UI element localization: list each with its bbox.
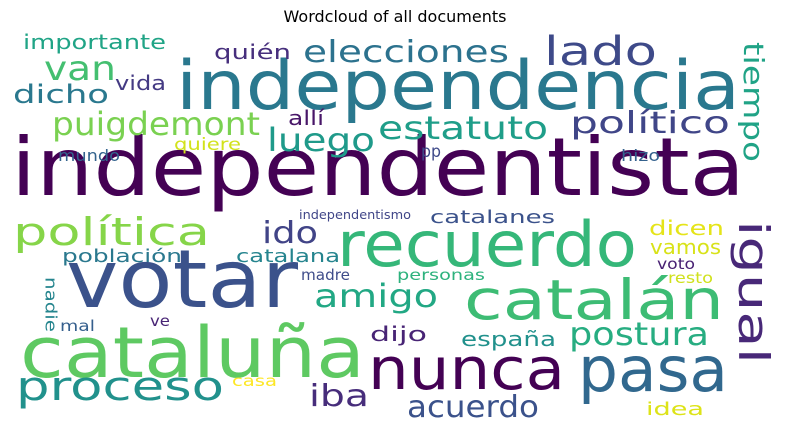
word-45: voto <box>657 255 695 273</box>
word-14: puigdemont <box>52 105 260 143</box>
word-38: mundo <box>58 146 120 165</box>
word-31: allí <box>288 106 326 130</box>
word-8: catalán <box>464 268 724 332</box>
word-4: cataluña <box>20 312 365 394</box>
word-23: iba <box>309 379 369 414</box>
word-6: pasa <box>578 333 728 406</box>
wordcloud-frame <box>9 33 780 421</box>
word-41: idea <box>646 399 704 420</box>
word-27: quién <box>214 40 291 64</box>
word-37: quiere <box>174 135 241 155</box>
word-12: van <box>44 49 116 89</box>
word-33: vamos <box>650 235 721 259</box>
word-50: independentismo <box>299 208 411 222</box>
word-39: pp <box>421 142 441 162</box>
word-25: ido <box>262 216 318 251</box>
word-35: catalana <box>236 246 340 267</box>
word-48: ve <box>150 312 170 330</box>
word-10: lado <box>544 33 657 75</box>
word-18: postura <box>569 315 709 353</box>
word-30: vida <box>115 71 166 95</box>
word-29: españa <box>461 327 556 351</box>
word-11: igual <box>729 220 778 364</box>
word-21: tiempo <box>737 42 770 162</box>
word-2: independencia <box>176 47 740 126</box>
word-7: nunca <box>368 335 565 403</box>
word-13: elecciones <box>303 35 509 70</box>
word-5: recuerdo <box>337 208 637 281</box>
word-20: político <box>570 106 730 141</box>
word-43: madre <box>301 266 350 284</box>
word-46: resto <box>668 269 713 287</box>
word-22: acuerdo <box>407 390 539 421</box>
word-3: votar <box>66 233 298 326</box>
word-1: independentista <box>11 121 745 214</box>
word-49: casa <box>232 372 277 390</box>
word-32: dicen <box>649 216 724 240</box>
word-42: nadie <box>42 277 61 332</box>
word-19: luego <box>267 121 375 159</box>
word-26: importante <box>23 33 166 54</box>
word-40: hizo <box>621 146 660 165</box>
word-47: mal <box>60 317 95 335</box>
chart-title: Wordcloud of all documents <box>283 7 507 26</box>
word-15: política <box>13 210 210 254</box>
word-24: dicho <box>13 80 109 110</box>
word-16: amigo <box>314 277 438 315</box>
word-34: catalanes <box>430 207 555 228</box>
word-36: población <box>62 246 182 267</box>
word-9: proceso <box>16 364 224 410</box>
word-44: personas <box>397 266 485 284</box>
word-17: estatuto <box>378 109 548 147</box>
word-28: dijo <box>370 322 427 346</box>
